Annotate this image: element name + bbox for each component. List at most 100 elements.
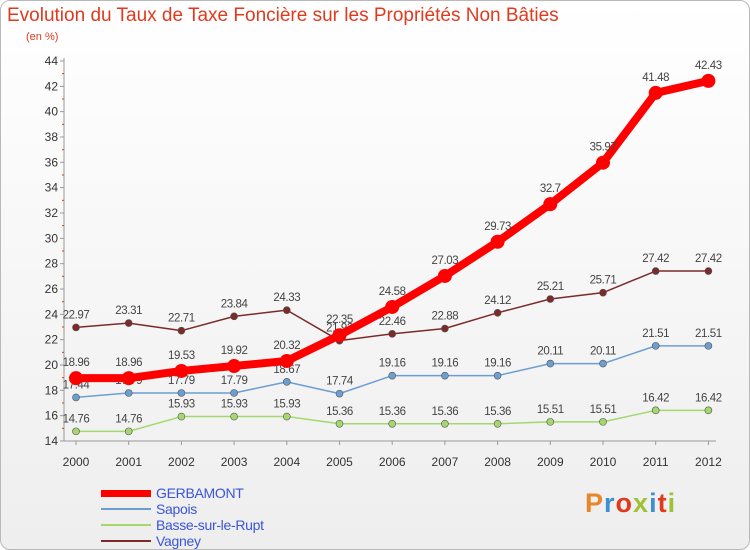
data-label: 14.76 — [115, 413, 142, 425]
data-label: 15.36 — [326, 406, 353, 418]
logo-letter: o — [615, 488, 634, 518]
x-tick-label: 2003 — [221, 455, 248, 469]
y-tick-label: 42 — [45, 79, 59, 93]
legend-swatch — [101, 490, 151, 497]
data-point — [332, 328, 347, 343]
data-label: 22.71 — [168, 313, 195, 325]
data-point — [493, 419, 502, 428]
data-label: 22.97 — [63, 309, 90, 321]
x-tick-label: 2010 — [590, 455, 617, 469]
data-point — [177, 326, 186, 335]
y-tick-label: 18 — [45, 383, 59, 397]
data-label: 19.16 — [379, 358, 406, 370]
y-tick-label: 32 — [45, 206, 59, 220]
data-label: 24.33 — [273, 292, 300, 304]
data-label: 15.93 — [168, 399, 195, 411]
data-point — [651, 342, 660, 350]
x-tick-label: 2011 — [643, 455, 669, 469]
y-tick-label: 22 — [45, 333, 59, 347]
data-point — [701, 73, 716, 88]
data-label: 22.46 — [379, 316, 406, 328]
x-tick-label: 2007 — [432, 455, 459, 469]
data-point — [441, 324, 449, 333]
data-label: 32.7 — [540, 183, 561, 195]
data-point — [335, 389, 344, 398]
data-label: 18.96 — [115, 357, 142, 369]
data-point — [230, 412, 238, 421]
data-label: 19.16 — [484, 358, 511, 370]
data-point — [546, 418, 555, 426]
data-label: 41.48 — [642, 72, 669, 84]
data-label: 21.51 — [642, 328, 669, 340]
data-point — [72, 323, 80, 332]
data-point — [72, 427, 80, 436]
x-tick-label: 2006 — [379, 455, 406, 469]
data-point — [177, 389, 186, 397]
data-label: 18.67 — [273, 364, 300, 376]
data-point — [385, 299, 400, 314]
logo-letter: t — [657, 488, 668, 518]
data-point — [490, 234, 505, 249]
logo-letter: i — [667, 488, 677, 518]
data-label: 15.93 — [221, 399, 248, 411]
data-label: 27.42 — [642, 253, 669, 265]
data-label: 42.43 — [695, 60, 722, 72]
data-label: 15.36 — [379, 406, 406, 418]
data-point — [121, 371, 136, 386]
y-tick-label: 30 — [45, 231, 59, 245]
x-tick-label: 2004 — [273, 455, 300, 469]
x-tick-label: 2012 — [695, 455, 722, 469]
data-point — [441, 371, 449, 380]
data-point — [282, 306, 291, 314]
data-point — [543, 197, 558, 212]
data-label: 17.44 — [63, 379, 91, 391]
data-label: 24.12 — [484, 295, 511, 307]
data-point — [124, 389, 133, 397]
data-point — [230, 389, 238, 397]
y-tick-label: 36 — [45, 155, 59, 169]
data-point — [72, 393, 80, 402]
data-point — [596, 155, 610, 170]
legend-swatch — [101, 508, 151, 510]
data-point — [704, 406, 713, 415]
data-label: 17.74 — [326, 376, 354, 388]
x-tick-label: 2005 — [326, 455, 353, 469]
legend-swatch — [101, 524, 151, 526]
y-tick-label: 14 — [45, 434, 59, 448]
data-point — [124, 427, 133, 436]
data-point — [230, 312, 238, 321]
data-point — [493, 371, 502, 380]
data-point — [599, 359, 607, 368]
data-point — [704, 267, 713, 275]
data-point — [651, 267, 660, 275]
y-tick-label: 20 — [45, 358, 59, 372]
data-label: 19.92 — [221, 345, 248, 357]
data-label: 17.79 — [221, 375, 248, 387]
data-point — [282, 412, 291, 421]
data-point — [441, 419, 449, 428]
legend-swatch — [101, 540, 151, 542]
data-point — [388, 371, 397, 380]
data-label: 19.16 — [432, 358, 459, 370]
legend-label: Vagney — [156, 533, 201, 549]
data-point — [437, 268, 452, 283]
y-tick-label: 16 — [45, 409, 59, 423]
data-label: 24.58 — [379, 286, 406, 298]
data-point — [124, 319, 133, 327]
data-point — [227, 359, 242, 374]
data-label: 15.36 — [432, 406, 459, 418]
data-point — [651, 406, 660, 415]
y-tick-label: 44 — [45, 54, 59, 68]
data-label: 15.51 — [590, 404, 617, 416]
data-label: 16.42 — [695, 392, 722, 404]
y-tick-label: 34 — [45, 181, 59, 195]
data-label: 27.03 — [432, 255, 459, 267]
data-label: 15.36 — [484, 406, 511, 418]
data-label: 20.32 — [273, 340, 300, 352]
data-point — [388, 330, 397, 338]
data-point — [388, 419, 397, 428]
data-label: 27.42 — [695, 253, 722, 265]
chart-subtitle: (en %) — [26, 31, 59, 43]
